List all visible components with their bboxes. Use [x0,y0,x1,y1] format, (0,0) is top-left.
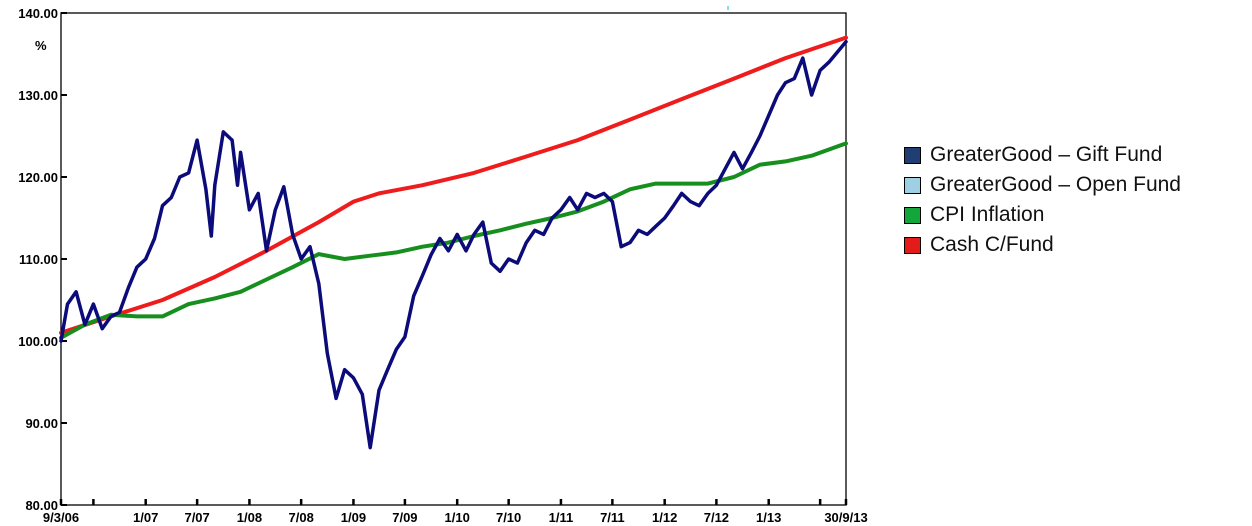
legend-swatch-cash-fund [904,236,921,254]
legend-label-cpi-inflation: CPI Inflation [930,203,1045,226]
x-tick-label: 7/11 [600,510,625,525]
legend-label-open-fund: GreaterGood – Open Fund [930,173,1181,196]
x-tick-label: 7/10 [496,510,521,525]
y-tick-label: 90.00 [25,416,58,431]
y-tick-label: 110.00 [19,252,58,267]
legend-item-cpi-inflation: CPI Inflation [904,200,1181,230]
y-axis: 80.00 90.00 100.00 110.00 120.00 130.00 140.00 [18,6,67,513]
x-tick-label: 1/10 [445,510,470,525]
x-tick-label: 1/09 [341,510,366,525]
series-line-cash-c-fund [59,35,848,335]
x-tick-label: 9/3/06 [43,510,79,525]
plot-area [60,12,847,506]
x-tick-label: 1/08 [237,510,262,525]
legend-label-gift-fund: GreaterGood – Gift Fund [930,143,1163,166]
x-tick-label: 1/12 [652,510,677,525]
x-tick-label: 7/12 [704,510,729,525]
y-tick-label: 100.00 [18,334,58,349]
legend-swatch-open-fund [904,176,921,194]
y-unit-label: % [35,38,47,53]
series-line-cpi-inflation [59,141,848,340]
x-tick-label: 30/9/13 [824,510,867,525]
legend-swatch-cpi-inflation [904,206,921,224]
y-tick-label: 140.00 [18,6,58,21]
x-tick-label: 1/11 [549,510,574,525]
legend-item-open-fund: GreaterGood – Open Fund [904,170,1181,200]
x-axis: 9/3/06 1/07 7/07 1/08 7/08 1/09 7/09 1/10 7/10 1/… [43,499,868,525]
legend-swatch-gift-fund [904,146,921,164]
x-tick-label: 1/13 [756,510,781,525]
y-tick-label: 130.00 [18,88,58,103]
x-tick-label: 7/08 [289,510,314,525]
legend-label-cash-fund: Cash C/Fund [930,233,1054,256]
x-tick-label: 1/07 [133,510,158,525]
y-tick-label: 80.00 [25,498,58,513]
y-tick-label: 120.00 [18,170,58,185]
legend-item-gift-fund: GreaterGood – Gift Fund [904,140,1181,170]
chart-legend: GreaterGood – Gift Fund GreaterGood – Op… [904,140,1181,260]
series-layer [59,35,848,450]
series-line-greatergood-gift-fund [59,39,848,450]
x-tick-label: 7/07 [184,510,209,525]
x-tick-label: 7/09 [392,510,417,525]
legend-item-cash-fund: Cash C/Fund [904,230,1181,260]
